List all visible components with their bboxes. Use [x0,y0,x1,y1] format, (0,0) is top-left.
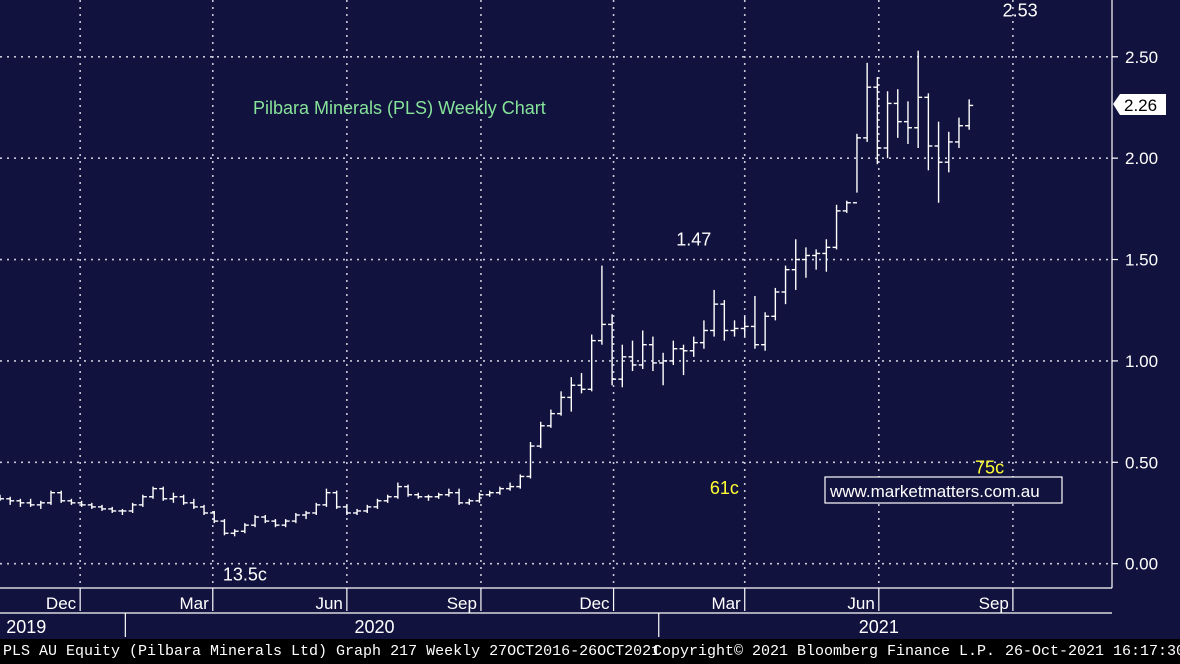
x-tick-label: Mar [179,594,209,613]
y-tick-label: 2.00 [1125,149,1158,168]
annotation-label: 1.47 [676,230,711,250]
annotation-label: 61c [710,478,739,498]
x-tick-label: Mar [711,594,741,613]
footer-security-info: PLS AU Equity (Pilbara Minerals Ltd) Gra… [3,643,661,660]
plot-background [0,0,1180,639]
y-tick-label: 0.50 [1125,453,1158,472]
website-box[interactable]: www.marketmatters.com.au [824,476,1063,504]
footer-copyright: Copyright© 2021 Bloomberg Finance L.P. [653,643,996,660]
x-tick-label: Sep [447,594,477,613]
x-tick-label: Jun [847,594,874,613]
y-tick-label: 1.50 [1125,251,1158,270]
y-tick-label: 1.00 [1125,352,1158,371]
last-price-label: 2.26 [1124,96,1157,115]
year-label: 2021 [859,617,899,637]
y-tick-label: 2.50 [1125,48,1158,67]
annotation-label: 13.5c [223,564,267,584]
x-tick-label: Dec [46,594,77,613]
grid [0,0,1112,588]
price-bars [0,50,974,537]
annotation-label: 75c [975,458,1004,478]
axes: 0.00 0.50 1.00 1.50 2.00 2.50 Dec Mar Jun Sep Dec M… [0,0,1158,637]
chart-canvas: 0.00 0.50 1.00 1.50 2.00 2.50 Dec Mar Jun Sep Dec M… [0,0,1180,639]
year-label: 2019 [6,617,46,637]
year-label: 2020 [355,617,395,637]
x-tick-label: Dec [579,594,610,613]
status-footer: PLS AU Equity (Pilbara Minerals Ltd) Gra… [0,639,1180,664]
chart-title: Pilbara Minerals (PLS) Weekly Chart [253,98,546,118]
footer-timestamp: 26-Oct-2021 16:17:30 [1005,643,1180,660]
last-price-marker: 2.26 [1113,94,1166,115]
x-tick-label: Jun [315,594,342,613]
annotation-label: 2.53 [1003,1,1038,21]
website-link[interactable]: www.marketmatters.com.au [829,482,1040,501]
annotations: 2.53 1.47 61c 13.5c 75c [223,1,1038,585]
x-tick-label: Sep [979,594,1009,613]
y-tick-label: 0.00 [1125,555,1158,574]
